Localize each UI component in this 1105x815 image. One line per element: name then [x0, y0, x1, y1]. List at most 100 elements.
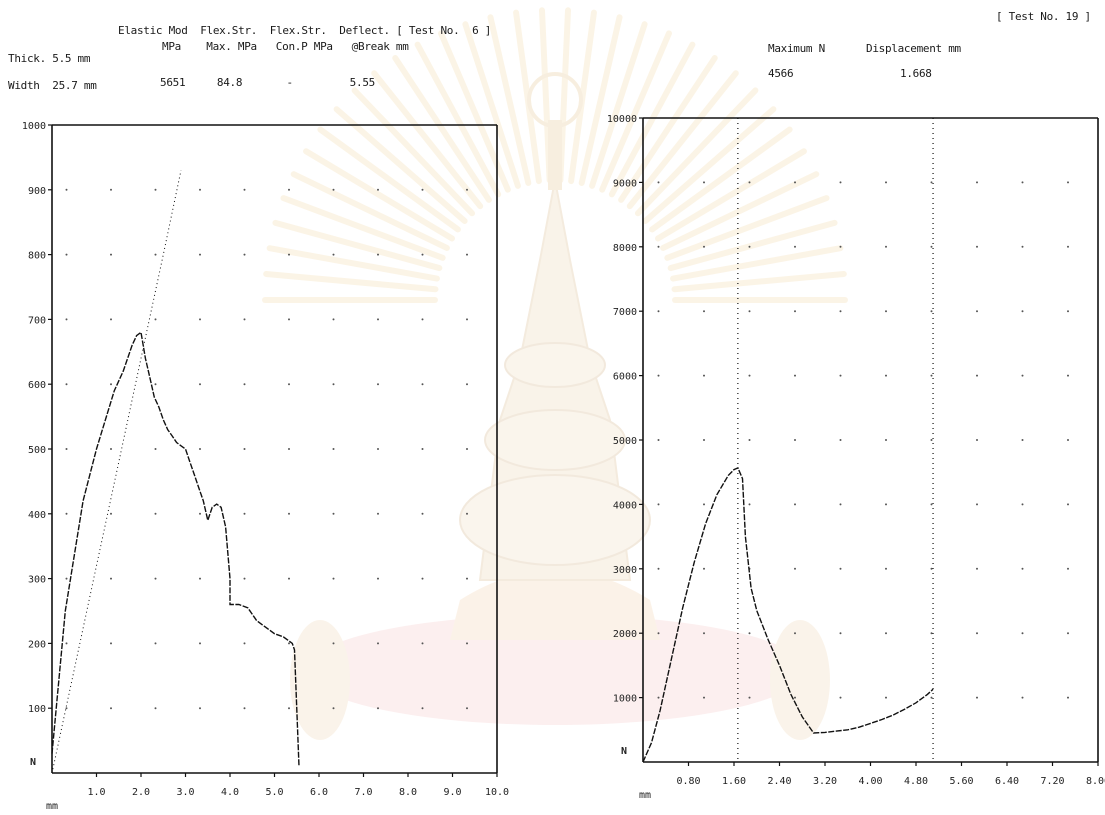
x-tick-label: 4.0 [221, 787, 239, 798]
grid-dot [110, 253, 112, 256]
grid-dot [65, 642, 68, 645]
grid-dot [703, 503, 705, 506]
x-tick-label: 5.60 [949, 776, 973, 787]
grid-dot [243, 188, 246, 191]
y-tick-label: 8000 [613, 243, 637, 254]
grid-dot [703, 567, 705, 570]
grid-dot [703, 181, 705, 184]
y-tick-label: 3000 [613, 565, 637, 576]
x-tick-label: 8.0 [399, 787, 417, 798]
grid-dot [930, 696, 933, 699]
y-tick-label: 6000 [613, 372, 637, 383]
grid-dot [332, 318, 335, 321]
y-tick-label: 1000 [613, 694, 637, 705]
grid-dot [466, 253, 468, 256]
x-unit-label: mm [639, 790, 651, 801]
grid-dot [421, 642, 424, 645]
grid-dot [794, 181, 796, 184]
grid-dot [885, 439, 887, 441]
grid-dot [377, 707, 379, 710]
grid-dot [1021, 439, 1024, 441]
grid-dot [885, 181, 887, 184]
grid-dot [466, 448, 468, 450]
grid-dot [110, 383, 112, 386]
y-tick-label: 1000 [22, 121, 46, 132]
grid-dot [930, 181, 933, 184]
grid-dot [243, 253, 246, 256]
grid-dot [794, 374, 796, 377]
grid-dot [332, 642, 335, 645]
grid-dot [154, 253, 157, 256]
grid-dot [154, 642, 157, 645]
x-tick-label: 3.0 [176, 787, 194, 798]
y-tick-label: 5000 [613, 436, 637, 447]
grid-dot [976, 245, 978, 248]
grid-dot [288, 383, 290, 386]
grid-dot [421, 512, 424, 515]
grid-dot [199, 188, 201, 191]
grid-dot [421, 188, 424, 191]
grid-dot [110, 448, 112, 450]
grid-dot [466, 577, 468, 580]
grid-dot [421, 253, 424, 256]
grid-dot [65, 383, 68, 386]
grid-dot [332, 383, 335, 386]
grid-dot [65, 707, 68, 710]
grid-dot [466, 512, 468, 515]
grid-dot [930, 439, 933, 441]
grid-dot [243, 707, 246, 710]
x-tick-label: 10.0 [485, 787, 509, 798]
grid-dot [703, 310, 705, 313]
y-unit-label: N [621, 746, 627, 757]
y-tick-label: 7000 [613, 307, 637, 318]
grid-dot [65, 253, 68, 256]
grid-dot [885, 632, 887, 635]
grid-dot [421, 383, 424, 386]
y-unit-label: N [30, 757, 36, 768]
grid-dot [885, 310, 887, 313]
right-header-disp-value: 1.668 [900, 67, 932, 80]
y-tick-label: 100 [28, 704, 46, 715]
grid-dot [1021, 310, 1024, 313]
grid-dot [421, 577, 424, 580]
x-unit-label: mm [46, 801, 58, 812]
grid-dot [930, 310, 933, 313]
grid-dot [1067, 696, 1069, 699]
grid-dot [794, 567, 796, 570]
grid-dot [288, 512, 290, 515]
grid-dot [1067, 374, 1069, 377]
grid-dot [839, 439, 842, 441]
grid-dot [199, 383, 201, 386]
grid-dot [1021, 632, 1024, 635]
grid-dot [748, 503, 751, 506]
y-tick-label: 900 [28, 186, 46, 197]
grid-dot [657, 503, 660, 506]
grid-dot [930, 567, 933, 570]
grid-dot [154, 383, 157, 386]
grid-dot [199, 707, 201, 710]
grid-dot [839, 503, 842, 506]
y-tick-label: 200 [28, 639, 46, 650]
grid-dot [154, 448, 157, 450]
grid-dot [377, 512, 379, 515]
x-tick-label: 7.0 [354, 787, 372, 798]
x-tick-label: 2.0 [132, 787, 150, 798]
grid-dot [794, 245, 796, 248]
x-tick-label: 8.00 [1086, 776, 1105, 787]
x-tick-label: 2.40 [767, 776, 791, 787]
grid-dot [421, 318, 424, 321]
grid-dot [1021, 245, 1024, 248]
grid-dot [154, 318, 157, 321]
grid-dot [748, 181, 751, 184]
x-tick-label: 3.20 [813, 776, 837, 787]
x-tick-label: 7.20 [1040, 776, 1064, 787]
right-header-test-no: [ Test No. 19 ] [996, 10, 1091, 23]
grid-dot [885, 245, 887, 248]
grid-dot [657, 310, 660, 313]
grid-dot [657, 696, 660, 699]
grid-dot [332, 707, 335, 710]
y-tick-label: 500 [28, 445, 46, 456]
grid-dot [288, 253, 290, 256]
